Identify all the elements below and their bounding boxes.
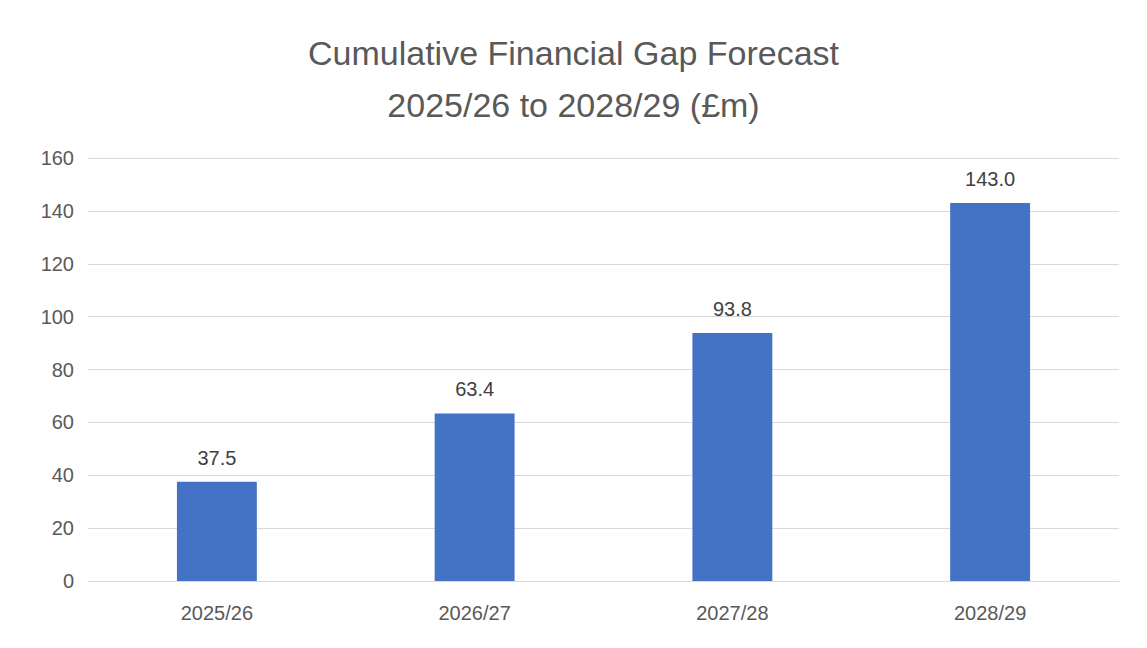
svg-text:40: 40 — [52, 464, 74, 486]
svg-text:160: 160 — [41, 147, 74, 169]
svg-text:60: 60 — [52, 411, 74, 433]
svg-text:143.0: 143.0 — [965, 168, 1015, 190]
svg-text:20: 20 — [52, 517, 74, 539]
svg-text:2027/28: 2027/28 — [696, 602, 768, 624]
svg-text:0: 0 — [63, 570, 74, 592]
svg-text:120: 120 — [41, 253, 74, 275]
svg-text:63.4: 63.4 — [455, 378, 494, 400]
svg-text:93.8: 93.8 — [713, 298, 752, 320]
svg-text:100: 100 — [41, 306, 74, 328]
svg-text:37.5: 37.5 — [197, 447, 236, 469]
svg-text:2026/27: 2026/27 — [438, 602, 510, 624]
svg-text:2025/26: 2025/26 — [181, 602, 253, 624]
svg-text:80: 80 — [52, 359, 74, 381]
svg-text:2025/26 to 2028/29 (£m): 2025/26 to 2028/29 (£m) — [387, 86, 759, 124]
svg-text:2028/29: 2028/29 — [954, 602, 1026, 624]
svg-text:140: 140 — [41, 200, 74, 222]
svg-text:Cumulative Financial Gap Forec: Cumulative Financial Gap Forecast — [308, 34, 840, 72]
